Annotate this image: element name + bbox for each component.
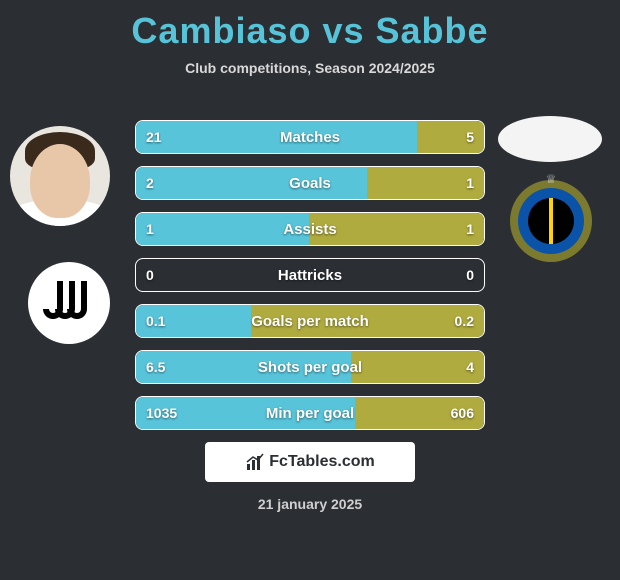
stat-row: 00Hattricks — [135, 258, 485, 292]
stat-row: 0.10.2Goals per match — [135, 304, 485, 338]
stat-row: 215Matches — [135, 120, 485, 154]
stat-row: 21Goals — [135, 166, 485, 200]
bar-label: Assists — [136, 213, 484, 245]
bar-label: Min per goal — [136, 397, 484, 429]
stat-row: 11Assists — [135, 212, 485, 246]
page-title: Cambiaso vs Sabbe — [0, 0, 620, 52]
bar-label: Goals per match — [136, 305, 484, 337]
bar-label: Shots per goal — [136, 351, 484, 383]
footer-text: FcTables.com — [269, 453, 375, 471]
avatar-player-left — [10, 126, 110, 226]
bar-label: Hattricks — [136, 259, 484, 291]
stat-row: 6.54Shots per goal — [135, 350, 485, 384]
crest-left — [28, 262, 110, 344]
date-text: 21 january 2025 — [0, 496, 620, 512]
subtitle: Club competitions, Season 2024/2025 — [0, 60, 620, 76]
crest-right: ♕ — [510, 180, 592, 262]
stats-bars: 215Matches 21Goals 11Assists 00Hattricks 0.1… — [135, 120, 485, 442]
avatar-player-right — [498, 116, 602, 162]
bar-label: Goals — [136, 167, 484, 199]
footer-logo: FcTables.com — [205, 442, 415, 482]
bar-label: Matches — [136, 121, 484, 153]
chart-icon — [245, 452, 265, 472]
stat-row: 1035606Min per goal — [135, 396, 485, 430]
